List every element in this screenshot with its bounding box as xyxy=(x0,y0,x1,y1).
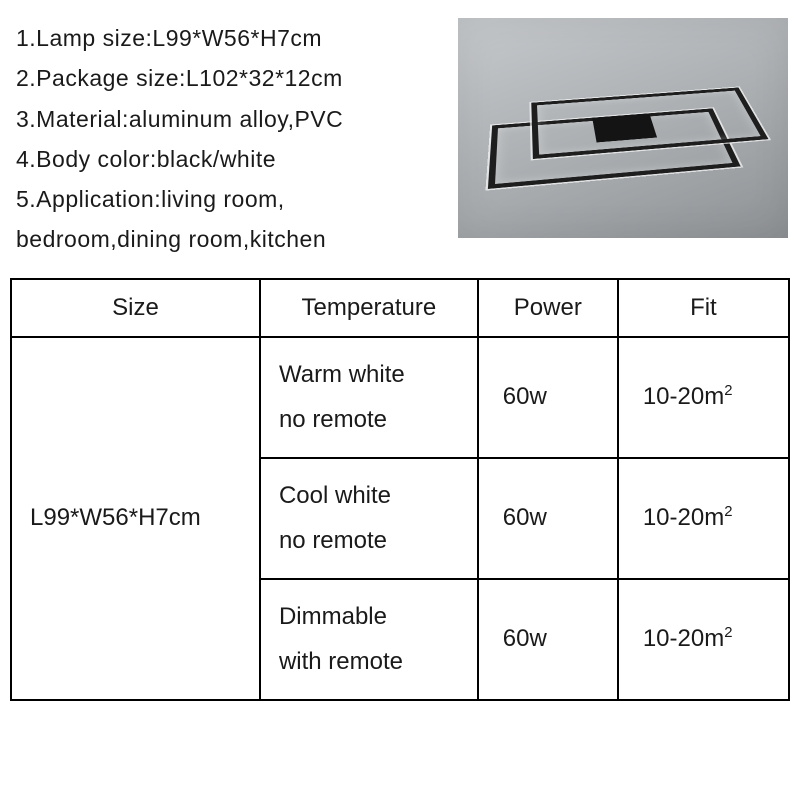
cell-fit: 10-20m2 xyxy=(618,337,789,458)
spec-line-6: bedroom,dining room,kitchen xyxy=(16,219,444,259)
cell-power: 60w xyxy=(478,337,618,458)
cell-fit: 10-20m2 xyxy=(618,579,789,700)
product-photo xyxy=(458,18,788,238)
spec-list: 1.Lamp size:L99*W56*H7cm 2.Package size:… xyxy=(16,18,444,260)
cell-size: L99*W56*H7cm xyxy=(11,337,260,701)
cell-temp: Dimmable with remote xyxy=(260,579,478,700)
temp-line2: no remote xyxy=(279,527,387,554)
top-area: 1.Lamp size:L99*W56*H7cm 2.Package size:… xyxy=(0,0,800,270)
fit-value: 10-20m xyxy=(643,383,724,410)
th-temp: Temperature xyxy=(260,279,478,337)
th-size: Size xyxy=(11,279,260,337)
th-fit: Fit xyxy=(618,279,789,337)
th-power: Power xyxy=(478,279,618,337)
fit-value: 10-20m xyxy=(643,504,724,531)
spec-line-1: 1.Lamp size:L99*W56*H7cm xyxy=(16,18,444,58)
fit-sup: 2 xyxy=(724,383,732,399)
spec-line-3: 3.Material:aluminum alloy,PVC xyxy=(16,99,444,139)
table-row: L99*W56*H7cm Warm white no remote 60w 10… xyxy=(11,337,789,458)
temp-line1: Dimmable xyxy=(279,603,387,630)
fit-sup: 2 xyxy=(724,625,732,641)
spec-line-4: 4.Body color:black/white xyxy=(16,139,444,179)
cell-power: 60w xyxy=(478,579,618,700)
temp-line2: no remote xyxy=(279,406,387,433)
temp-line2: with remote xyxy=(279,648,403,675)
fit-sup: 2 xyxy=(724,504,732,520)
spec-line-2: 2.Package size:L102*32*12cm xyxy=(16,58,444,98)
cell-temp: Cool white no remote xyxy=(260,458,478,579)
cell-fit: 10-20m2 xyxy=(618,458,789,579)
temp-line1: Cool white xyxy=(279,482,391,509)
table-header-row: Size Temperature Power Fit xyxy=(11,279,789,337)
cell-power: 60w xyxy=(478,458,618,579)
temp-line1: Warm white xyxy=(279,361,405,388)
fit-value: 10-20m xyxy=(643,625,724,652)
cell-temp: Warm white no remote xyxy=(260,337,478,458)
spec-table: Size Temperature Power Fit L99*W56*H7cm … xyxy=(10,278,790,702)
spec-line-5: 5.Application:living room, xyxy=(16,179,444,219)
